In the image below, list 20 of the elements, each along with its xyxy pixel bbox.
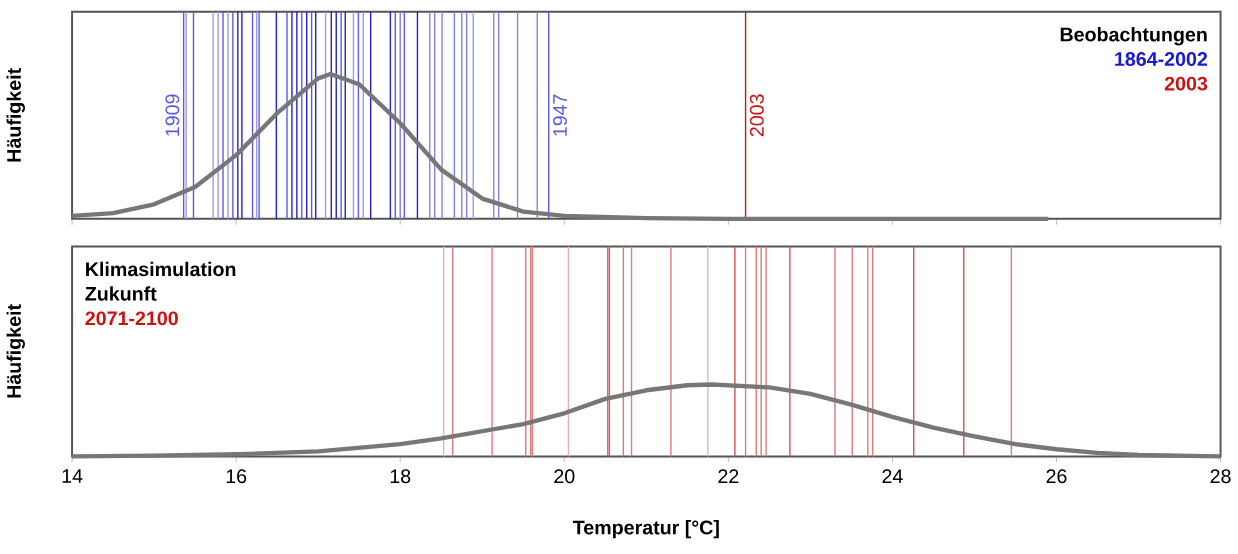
x-tick-label: 26 (1046, 469, 1067, 484)
y-axis-title: Häufigkeit (6, 68, 25, 162)
x-tick-label: 28 (1210, 469, 1231, 484)
text: Klimasimulation (86, 261, 236, 277)
annotation: 2003 (1164, 76, 1208, 91)
x-tick-label: 16 (226, 469, 247, 484)
y-axis-title: Häufigkeit (6, 304, 25, 398)
x-axis-title: Temperatur [°C] (572, 520, 719, 539)
x-tick-label: 14 (62, 469, 83, 483)
x-tick-label: 18 (390, 469, 411, 484)
text: Beobachtungen (1060, 27, 1207, 46)
x-tick-label: 22 (718, 469, 739, 483)
x-tick-label: 20 (554, 469, 575, 484)
annotation: 1947 (553, 94, 567, 136)
text: 2071-2100 (85, 311, 178, 326)
text: 1864-2002 (1115, 52, 1208, 67)
x-tick-label: 24 (882, 469, 903, 483)
annotation: 2003 (749, 94, 764, 137)
annotation: 1909 (165, 94, 180, 136)
text: Zukunft (85, 286, 157, 301)
